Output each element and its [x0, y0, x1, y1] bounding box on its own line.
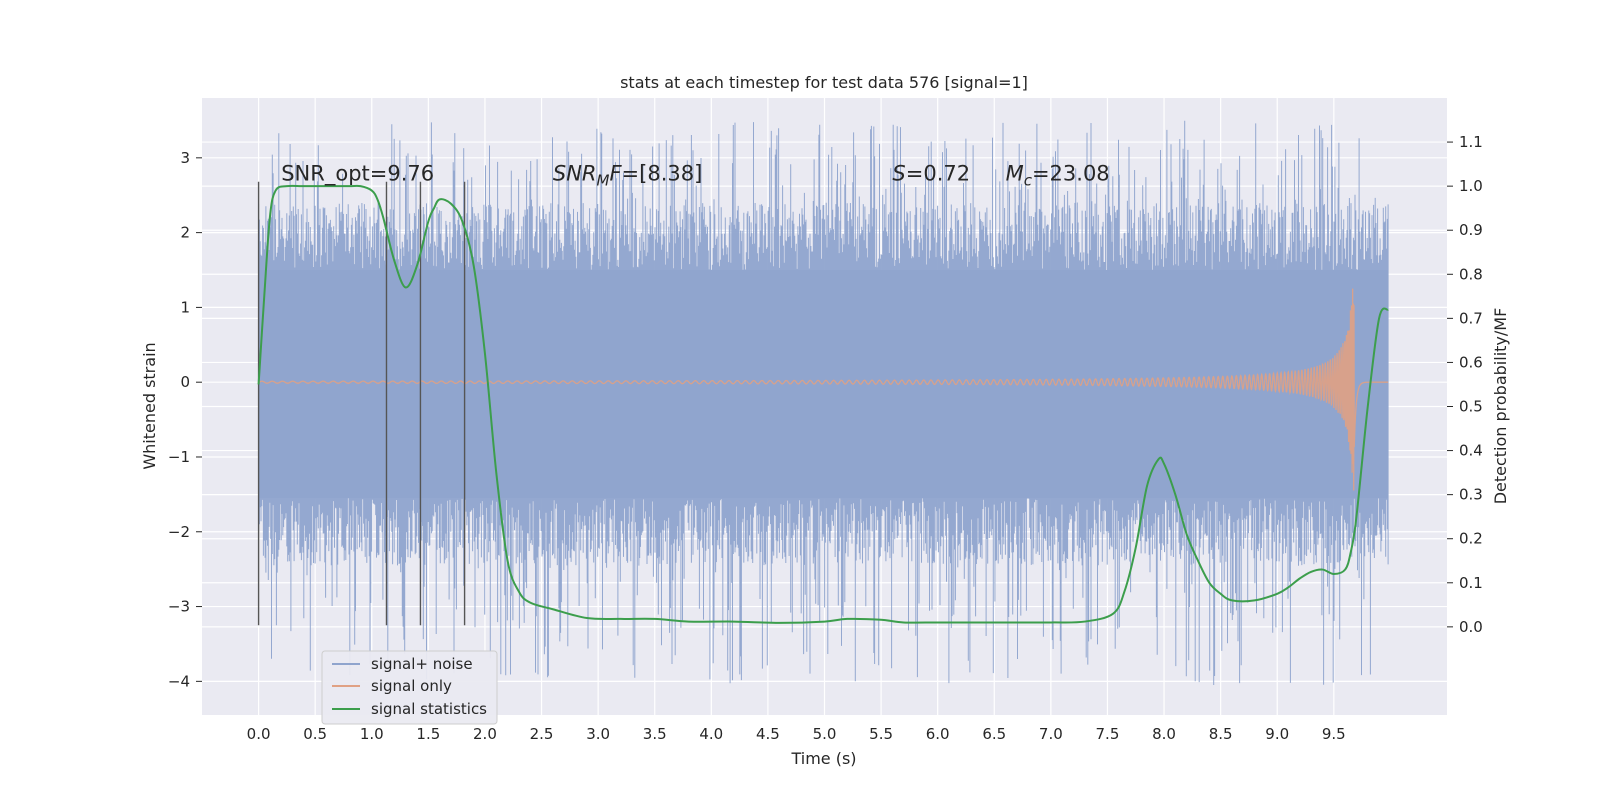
y-right-tick-label: 0.2: [1459, 530, 1483, 548]
annotations: SNR_opt=9.76 SNRMF=[8.38] S=0.72 Mc=23.08: [281, 161, 1109, 189]
annotation-part: M: [1006, 161, 1024, 185]
annotation: S=0.72: [892, 161, 970, 185]
annotation-part: SNR_opt=9.76: [281, 161, 434, 186]
y-axis-label: Whitened strain: [140, 342, 159, 469]
legend-entry-signal-statistics: signal statistics: [371, 700, 487, 718]
y-right-tick-label: 0.8: [1459, 265, 1483, 283]
annotation-part: =0.72: [906, 161, 970, 185]
x-tick-label: 4.5: [756, 725, 780, 743]
y-tick-label: 2: [180, 224, 190, 242]
y-tick-label: 0: [180, 373, 190, 391]
annotation: Mc=23.08: [1006, 161, 1110, 189]
annotation-part: SNR: [553, 161, 597, 185]
y-right-axis-label: Detection probability/MF: [1491, 308, 1510, 505]
y-tick-label: −1: [168, 448, 190, 466]
y-right-tick-label: 0.5: [1459, 398, 1483, 416]
x-tick-label: 7.5: [1096, 725, 1120, 743]
y-tick-labels: 3 2 1 0 −1 −2 −3 −4: [168, 149, 190, 691]
x-tick-labels: 0.0 0.5 1.0 1.5 2.0 2.5 3.0 3.5 4.0 4.5 5.0 5.5 6.0 6…: [247, 725, 1346, 743]
legend-box: [321, 650, 498, 725]
x-tick-label: 4.0: [699, 725, 723, 743]
y-tick-label: −4: [168, 672, 190, 690]
y-tick-label: 3: [180, 149, 190, 167]
y-right-tick-label: 0.7: [1459, 309, 1483, 327]
x-tick-label: 6.0: [926, 725, 950, 743]
annotation: SNRMF=[8.38]: [553, 161, 702, 189]
x-tick-label: 8.5: [1209, 725, 1233, 743]
annotation-part: =23.08: [1032, 161, 1110, 185]
legend: signal+ noise signal only signal statist…: [321, 650, 498, 725]
y-tick-label: 1: [180, 298, 190, 316]
x-tick-label: 0.0: [247, 725, 271, 743]
x-tick-label: 0.5: [303, 725, 327, 743]
x-tick-label: 3.0: [586, 725, 610, 743]
statistics-line: [257, 184, 1389, 624]
y-right-tick-labels: 1.1 1.0 0.9 0.8 0.7 0.6 0.5 0.4 0.3 0.2 0.1 0.0: [1459, 133, 1483, 636]
annotation-part: F: [609, 161, 622, 185]
chart-title: stats at each timestep for test data 576…: [620, 73, 1028, 92]
x-tick-label: 2.0: [473, 725, 497, 743]
annotation: SNR_opt=9.76: [281, 161, 434, 186]
y-tick-label: −2: [168, 523, 190, 541]
legend-entry-signal-only: signal only: [371, 677, 452, 695]
y-right-tick-label: 1.0: [1459, 177, 1483, 195]
annotation-part: M: [597, 171, 610, 189]
y-tick-label: −3: [168, 598, 190, 616]
x-tick-label: 9.0: [1265, 725, 1289, 743]
x-tick-label: 1.5: [416, 725, 440, 743]
x-tick-label: 5.0: [813, 725, 837, 743]
x-tick-label: 6.5: [982, 725, 1006, 743]
y-right-tick-label: 0.3: [1459, 486, 1483, 504]
y-right-tick-label: 0.1: [1459, 574, 1483, 592]
annotation-part: c: [1024, 171, 1033, 189]
x-tick-label: 1.0: [360, 725, 384, 743]
annotation-part: =[8.38]: [622, 161, 703, 185]
y-right-tick-label: 1.1: [1459, 133, 1483, 151]
signal-only-series: [258, 288, 1389, 491]
x-tick-label: 2.5: [530, 725, 554, 743]
x-axis-label: Time (s): [790, 749, 856, 768]
signal-statistics-series: [257, 184, 1389, 624]
x-tick-label: 8.0: [1152, 725, 1176, 743]
x-tick-label: 9.5: [1322, 725, 1346, 743]
chirp-line: [258, 288, 1389, 491]
y-right-tick-label: 0.6: [1459, 353, 1483, 371]
annotation-part: S: [892, 161, 905, 185]
legend-entry-signal-noise: signal+ noise: [371, 655, 473, 673]
x-tick-label: 5.5: [869, 725, 893, 743]
y-right-tick-label: 0.0: [1459, 618, 1483, 636]
x-tick-label: 3.5: [643, 725, 667, 743]
y-right-tick-label: 0.9: [1459, 221, 1483, 239]
x-tick-label: 7.0: [1039, 725, 1063, 743]
y-right-tick-label: 0.4: [1459, 442, 1483, 460]
